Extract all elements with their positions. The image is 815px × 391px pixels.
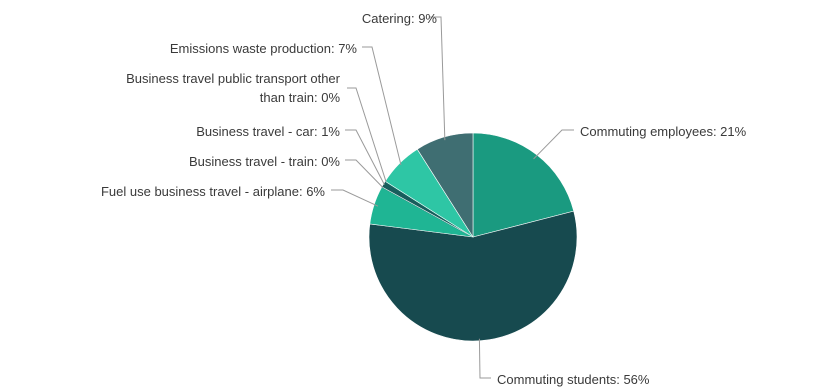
slice-label-airplane: Fuel use business travel - airplane: 6% xyxy=(101,184,325,199)
leader-commuting-students xyxy=(478,338,491,379)
slice-label-business-car: Business travel - car: 1% xyxy=(196,124,340,139)
slice-label-business-public-transport-line2: than train: 0% xyxy=(260,90,341,105)
leader-catering xyxy=(430,16,446,141)
leader-public-transport xyxy=(347,87,387,182)
pie-slice-commuting-employees xyxy=(472,132,575,238)
slice-label-business-train: Business travel - train: 0% xyxy=(189,154,340,169)
leader-business-car xyxy=(345,129,385,185)
leader-airplane xyxy=(331,189,379,207)
slice-label-catering: Catering: 9% xyxy=(362,11,438,26)
pie-slice-catering xyxy=(416,132,474,239)
pie-slices xyxy=(368,132,578,342)
leader-emissions-waste xyxy=(362,46,402,166)
leader-lines xyxy=(331,16,574,379)
slice-label-commuting-employees: Commuting employees: 21% xyxy=(580,124,747,139)
slice-label-emissions-waste: Emissions waste production: 7% xyxy=(170,41,358,56)
slice-label-commuting-students: Commuting students: 56% xyxy=(497,372,650,387)
leader-commuting-employees xyxy=(533,129,574,160)
slice-label-business-public-transport-line1: Business travel public transport other xyxy=(126,71,341,86)
leader-business-train xyxy=(345,159,384,188)
